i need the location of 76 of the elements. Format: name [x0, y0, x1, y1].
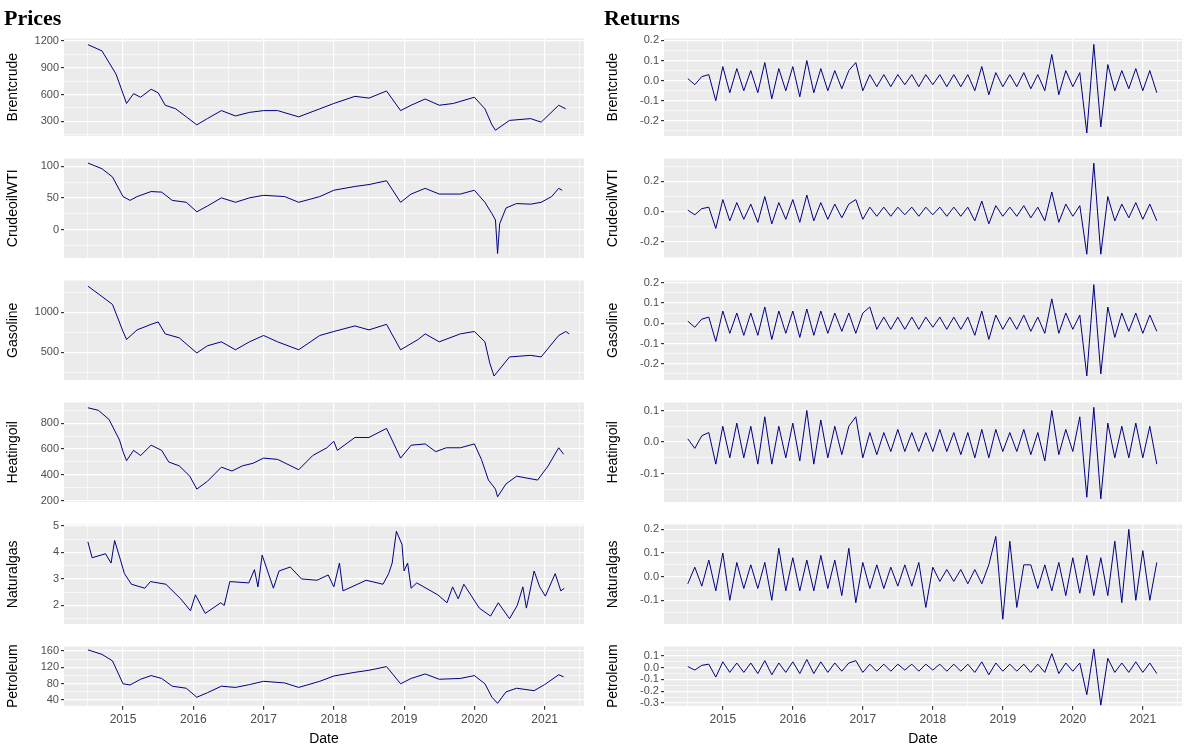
y-tick-label: 0.2 [643, 275, 659, 288]
y-tick-label: -0.1 [640, 466, 659, 479]
y-tick-label: 200 [40, 493, 59, 506]
x-tick-label: 2016 [779, 712, 807, 727]
y-axis-title: Petroleum [4, 644, 21, 709]
y-axis-title: Heatingoil [604, 421, 621, 484]
y-axis-title: Naturalgas [604, 540, 621, 609]
y-tick-label: 0 [52, 222, 59, 235]
y-tick-label: 0.1 [643, 546, 659, 559]
y-tick-label: 0.2 [643, 522, 659, 535]
y-tick-label: 100 [40, 159, 59, 172]
y-axis-title: Brentcrude [604, 52, 621, 122]
y-tick-label: 120 [40, 660, 59, 673]
y-tick-label: 0.0 [643, 660, 659, 673]
y-tick-label: 5 [52, 518, 59, 531]
y-tick-label: 80 [46, 676, 59, 689]
y-tick-label: -0.1 [640, 593, 659, 606]
x-tick-label: 2021 [1129, 712, 1157, 727]
y-axis-title: CrudeoilWTI [4, 169, 21, 248]
y-tick-label: 600 [40, 442, 59, 455]
y-tick-label: 900 [40, 60, 59, 73]
y-tick-label: -0.2 [640, 113, 659, 126]
x-tick-label: 2015 [709, 712, 737, 727]
x-tick-label: 2020 [461, 712, 489, 727]
x-tick-label: 2017 [250, 712, 278, 727]
y-tick-label: 600 [40, 87, 59, 100]
x-tick-label: 2018 [320, 712, 348, 727]
y-tick-label: 0.1 [643, 295, 659, 308]
y-tick-label: -0.1 [640, 336, 659, 349]
y-tick-label: 160 [40, 644, 59, 657]
y-tick-label: -0.2 [640, 684, 659, 697]
x-tick-label: 2018 [919, 712, 947, 727]
y-tick-label: -0.2 [640, 235, 659, 248]
y-tick-label: 800 [40, 416, 59, 429]
y-tick-label: 40 [46, 693, 59, 706]
y-tick-label: 1200 [34, 34, 59, 47]
x-tick-label: 2017 [849, 712, 877, 727]
y-axis-title: CrudeoilWTI [604, 169, 621, 248]
y-axis-title: Petroleum [604, 644, 621, 709]
y-tick-label: 0.1 [643, 53, 659, 66]
y-tick-label: 0.2 [643, 174, 659, 187]
y-axis-title: Naturalgas [4, 540, 21, 609]
y-tick-label: 0.0 [643, 435, 659, 448]
y-axis-title: Heatingoil [4, 421, 21, 484]
y-tick-label: 0.2 [643, 33, 659, 46]
y-tick-label: -0.1 [640, 672, 659, 685]
y-tick-label: -0.2 [640, 356, 659, 369]
y-tick-label: 1000 [34, 305, 59, 318]
y-tick-label: -0.1 [640, 93, 659, 106]
x-tick-label: 2019 [390, 712, 418, 727]
y-tick-label: 0.0 [643, 316, 659, 329]
y-tick-label: 0.0 [643, 73, 659, 86]
x-tick-label: 2015 [109, 712, 137, 727]
x-tick-label: 2016 [179, 712, 207, 727]
x-tick-label: 2020 [1059, 712, 1087, 727]
y-tick-label: 50 [46, 190, 59, 203]
x-axis-title: Date [908, 730, 938, 747]
x-axis-title: Date [309, 730, 339, 747]
x-tick-label: 2021 [531, 712, 559, 727]
y-tick-label: 2 [52, 598, 59, 611]
y-tick-label: 0.1 [643, 649, 659, 662]
y-tick-label: 0.0 [643, 204, 659, 217]
y-tick-label: 4 [52, 545, 59, 558]
y-tick-label: 500 [40, 345, 59, 358]
y-tick-label: 300 [40, 114, 59, 127]
y-tick-label: 400 [40, 467, 59, 480]
y-tick-label: -0.3 [640, 695, 659, 708]
y-tick-label: 0.1 [643, 403, 659, 416]
chart-title: Prices [4, 4, 62, 30]
chart-title: Returns [604, 4, 681, 30]
x-tick-label: 2019 [989, 712, 1017, 727]
y-tick-label: 0.0 [643, 569, 659, 582]
y-axis-title: Gasoline [4, 302, 21, 358]
y-tick-label: 3 [52, 571, 59, 584]
y-axis-title: Gasoline [604, 302, 621, 358]
y-axis-title: Brentcrude [4, 52, 21, 122]
